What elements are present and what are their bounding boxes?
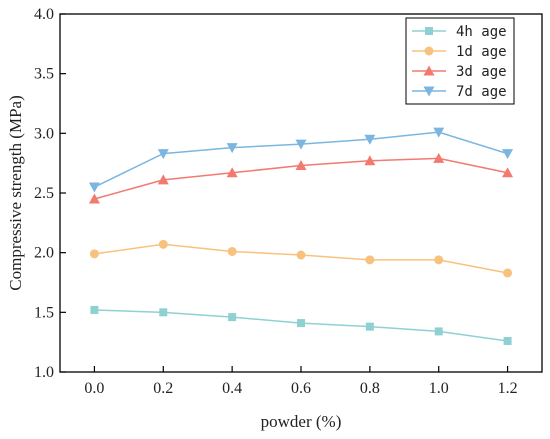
data-point [364,155,376,166]
legend-box [405,17,515,105]
data-point [364,134,376,145]
data-point [228,313,237,322]
legend-marker [423,86,435,97]
data-point [434,327,443,336]
series-1d-age [89,239,513,278]
data-point [502,149,514,160]
y-tick-label: 1.5 [34,304,54,321]
data-point [226,143,238,154]
x-tick-label: 1.2 [498,380,518,397]
data-point [502,167,514,178]
series-layer [88,127,514,345]
data-point [297,319,305,328]
y-tick-label: 3.5 [34,66,54,83]
data-point [88,182,100,193]
data-point [159,308,168,317]
x-tick-label: 0.6 [291,380,311,397]
y-tick-label: 2.5 [34,185,54,202]
y-tick-label: 2.0 [34,245,54,262]
data-point [503,268,513,278]
data-point [88,193,100,204]
legend-label: 7d age [456,84,507,100]
legend-label: 1d age [456,44,507,60]
legend-marker [424,46,434,56]
x-tick-label: 0.4 [222,380,242,397]
y-tick-label: 1.0 [34,364,54,381]
legend-label: 3d age [456,64,507,80]
legend: 4h age 1d age 3d age 7d age [405,17,515,105]
data-point [295,139,307,150]
x-tick-label: 0.2 [153,380,173,397]
y-axis-title: Compressive strength (MPa) [6,95,25,290]
data-point [89,249,99,259]
data-point [90,305,99,314]
x-axis: 0.0 0.2 0.4 0.6 0.8 1.0 1.2 [84,366,518,397]
legend-label: 4h age [456,24,507,40]
data-point [226,167,238,178]
data-point [434,255,444,265]
x-tick-label: 0.8 [360,380,380,397]
data-point [158,239,168,249]
data-point [295,160,307,171]
y-tick-label: 3.0 [34,125,54,142]
series-4h-age [90,305,512,345]
data-point [227,246,237,256]
data-point [433,152,445,163]
x-tick-label: 0.0 [84,380,104,397]
legend-marker [425,27,433,35]
data-point [157,149,169,160]
data-point [365,322,374,331]
data-point [433,127,445,138]
data-point [503,336,512,345]
x-axis-title: powder (%) [261,412,342,431]
x-tick-label: 1.0 [429,380,449,397]
y-axis: 1.0 1.5 2.0 2.5 3.0 3.5 4.0 [34,6,66,381]
series-7d-age [88,127,514,193]
data-point [157,174,169,185]
y-tick-label: 4.0 [34,6,54,23]
data-point [365,255,375,265]
legend-marker [423,65,435,76]
data-point [296,250,306,260]
series-3d-age [88,152,514,204]
